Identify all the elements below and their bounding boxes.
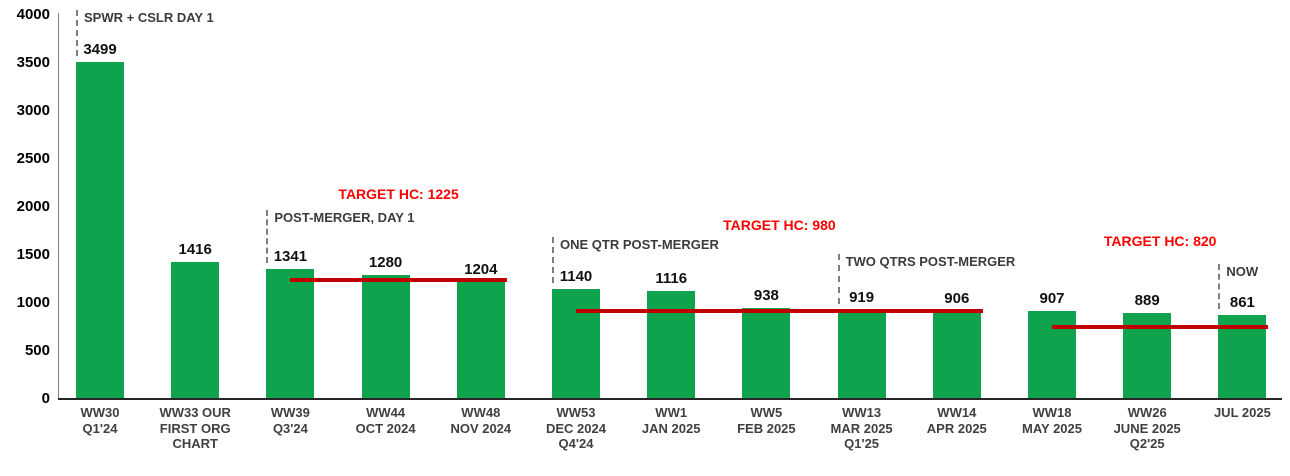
annotation-dashed-line-1 xyxy=(266,210,269,264)
bar-value-label: 938 xyxy=(753,286,779,304)
bar-value-label: 919 xyxy=(849,288,875,306)
target-hc-label-2: TARGET HC: 820 xyxy=(1103,232,1217,249)
target-hc-label-1: TARGET HC: 980 xyxy=(723,217,836,234)
bar-3 xyxy=(361,275,410,398)
bar-4 xyxy=(456,282,505,398)
target-hc-line-0 xyxy=(290,278,507,283)
x-axis-category-label: WW5 FEB 2025 xyxy=(737,405,796,436)
x-axis-category-label: WW1 JAN 2025 xyxy=(641,405,701,436)
bar-value-label: 907 xyxy=(1039,289,1065,307)
y-axis-tick-label: 1000 xyxy=(16,294,50,311)
bar-2 xyxy=(266,269,315,398)
target-hc-label-0: TARGET HC: 1225 xyxy=(338,186,459,203)
bar-0 xyxy=(76,62,124,398)
x-axis-category-label: WW44 OCT 2024 xyxy=(355,405,416,436)
y-axis-line xyxy=(58,13,59,399)
annotation-dashed-line-4 xyxy=(1218,264,1221,310)
bar-value-label: 1341 xyxy=(273,248,308,266)
x-axis-category-label: WW14 APR 2025 xyxy=(926,405,987,436)
bar-1 xyxy=(171,262,220,398)
bar-value-label: 1280 xyxy=(368,254,403,272)
x-axis-category-label: WW39 Q3'24 xyxy=(270,405,310,436)
annotation-dashed-line-0 xyxy=(76,10,78,57)
y-axis-tick-label: 3000 xyxy=(16,102,50,119)
x-axis-category-label: WW33 OUR FIRST ORG CHART xyxy=(159,405,231,451)
x-axis-line xyxy=(58,398,1282,400)
x-axis-category-label: WW18 MAY 2025 xyxy=(1022,405,1082,436)
x-axis-category-label: WW53 DEC 2024 Q4'24 xyxy=(546,405,606,451)
x-axis-category-label: WW48 NOV 2024 xyxy=(450,405,512,436)
annotation-text-1: POST-MERGER, DAY 1 xyxy=(274,210,415,225)
annotation-text-2: ONE QTR POST-MERGER xyxy=(560,237,719,252)
bar-value-label: 906 xyxy=(944,290,970,308)
bar-9 xyxy=(932,311,981,398)
y-axis-tick-label: 0 xyxy=(41,390,50,407)
y-axis-tick-label: 4000 xyxy=(16,6,50,23)
bar-value-label: 1416 xyxy=(178,241,212,259)
bar-12 xyxy=(1218,315,1267,398)
x-axis-category-label: WW13 MAR 2025 Q1'25 xyxy=(830,405,893,451)
bar-value-label: 889 xyxy=(1134,291,1160,309)
bar-6 xyxy=(647,290,696,398)
bar-value-label: 861 xyxy=(1229,294,1255,312)
bar-value-label: 3499 xyxy=(83,41,117,59)
bar-7 xyxy=(742,307,791,398)
bar-5 xyxy=(552,288,600,398)
x-axis-category-label: WW26 JUNE 2025 Q2'25 xyxy=(1113,405,1181,451)
x-axis-category-label: WW30 Q1'24 xyxy=(80,405,120,436)
y-axis-tick-label: 2500 xyxy=(16,150,50,167)
y-axis-tick-label: 500 xyxy=(24,342,50,359)
bar-value-label: 1204 xyxy=(464,261,498,279)
y-axis-tick-label: 3500 xyxy=(16,54,50,71)
bar-8 xyxy=(837,309,886,398)
annotation-text-3: TWO QTRS POST-MERGER xyxy=(845,254,1016,269)
annotation-dashed-line-2 xyxy=(552,237,554,283)
bar-value-label: 1116 xyxy=(655,269,688,287)
annotation-text-0: SPWR + CSLR DAY 1 xyxy=(84,10,214,25)
target-hc-line-1 xyxy=(576,309,983,314)
annotation-text-4: NOW xyxy=(1226,264,1259,279)
target-hc-line-2 xyxy=(1052,324,1269,329)
bar-value-label: 1140 xyxy=(559,267,593,285)
y-axis-tick-label: 2000 xyxy=(16,198,50,215)
annotation-dashed-line-3 xyxy=(837,254,840,304)
x-axis-category-label: JUL 2025 xyxy=(1213,405,1271,420)
y-axis-tick-label: 1500 xyxy=(16,246,50,263)
